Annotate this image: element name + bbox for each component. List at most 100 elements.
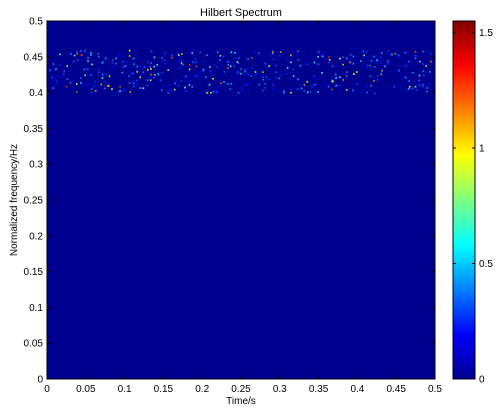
spectrum-point	[68, 53, 71, 56]
spectrum-point	[383, 65, 386, 67]
spectrum-point	[163, 85, 166, 88]
spectrum-point	[63, 70, 65, 72]
spectrum-point	[65, 86, 68, 88]
spectrum-point	[149, 66, 151, 68]
spectrum-point	[395, 76, 397, 79]
spectrum-point	[124, 66, 127, 69]
spectrum-point	[139, 87, 142, 89]
spectrum-point	[335, 84, 338, 87]
spectrum-point	[125, 61, 128, 63]
spectrum-point	[86, 68, 89, 71]
spectrum-point	[381, 69, 383, 72]
spectrum-point	[297, 59, 299, 61]
spectrum-point	[159, 79, 162, 81]
spectrum-point	[245, 84, 247, 86]
spectrum-point	[150, 68, 152, 70]
spectrum-point	[290, 61, 292, 64]
spectrum-point	[174, 82, 177, 84]
spectrum-point	[297, 50, 299, 53]
spectrum-point	[133, 63, 135, 66]
spectrum-point	[145, 80, 148, 82]
spectrum-point	[105, 84, 107, 87]
spectrum-point	[55, 68, 57, 71]
spectrum-point	[339, 57, 341, 60]
spectrum-point	[157, 72, 159, 75]
spectrum-point	[335, 57, 338, 60]
spectrum-point	[381, 52, 383, 54]
y-tick-label: 0.05	[24, 339, 44, 350]
spectrum-point	[275, 71, 277, 73]
spectrum-point	[83, 68, 86, 71]
spectrum-point	[156, 64, 158, 66]
spectrum-point	[271, 53, 274, 55]
y-axis-ticks: 0 0.05 0.1 0.15 0.2 0.25 0.3 0.35 0.4 0.45 0.5	[24, 17, 435, 386]
spectrum-point	[265, 67, 267, 69]
spectrum-point	[297, 78, 299, 81]
spectrum-point	[181, 53, 183, 55]
spectrum-point	[234, 57, 237, 59]
spectrum-point	[321, 55, 324, 58]
spectrum-point	[52, 87, 55, 89]
spectrum-point	[236, 61, 239, 63]
spectrum-point	[341, 77, 344, 80]
spectrum-point	[397, 54, 400, 56]
spectrum-point	[62, 72, 65, 75]
spectrum-point	[59, 75, 61, 77]
spectrum-point	[150, 73, 152, 76]
spectrum-point	[412, 73, 414, 75]
y-axis-label: Normalized frequency/Hz	[9, 144, 20, 256]
y-tick-label: 0.35	[24, 124, 44, 135]
spectrum-point	[177, 54, 180, 56]
spectrum-point	[238, 57, 240, 59]
spectrum-point	[293, 51, 295, 53]
spectrum-point	[262, 71, 264, 73]
spectrum-point	[73, 87, 76, 90]
spectrum-point	[292, 79, 295, 82]
spectrum-point	[209, 71, 212, 73]
spectrum-point	[58, 64, 61, 66]
spectrum-point	[324, 57, 327, 60]
spectrum-point	[188, 84, 191, 86]
spectrum-point	[210, 92, 212, 94]
spectrum-point	[146, 84, 149, 87]
spectrum-point	[119, 86, 121, 88]
spectrum-point	[421, 83, 424, 86]
spectrum-point	[359, 91, 362, 93]
spectrum-point	[419, 86, 421, 89]
spectrum-point	[206, 54, 208, 57]
spectrum-point	[407, 87, 410, 90]
spectrum-point	[415, 59, 417, 61]
spectrum-point	[374, 92, 376, 95]
spectrum-point	[119, 90, 121, 92]
spectrum-point	[160, 66, 162, 68]
spectrum-point	[418, 83, 420, 86]
colorbar-ticks: 0 0.5 1 1.5	[453, 28, 493, 386]
spectrum-point	[146, 79, 149, 81]
spectrum-point	[245, 81, 247, 84]
spectrum-point	[72, 60, 75, 63]
spectrum-point	[135, 69, 138, 72]
spectrum-point	[80, 54, 83, 56]
spectrum-point	[194, 76, 197, 78]
spectrum-point	[100, 83, 103, 86]
spectrum-point	[51, 76, 54, 79]
x-tick-label: 0	[44, 384, 50, 395]
spectrum-point	[76, 59, 79, 62]
spectrum-point	[422, 70, 425, 72]
spectrum-point	[55, 80, 58, 83]
spectrum-point	[174, 83, 176, 85]
spectrum-point	[310, 65, 312, 68]
spectrum-point	[219, 55, 222, 57]
spectrum-point	[111, 61, 114, 64]
spectrum-point	[331, 79, 333, 82]
spectrum-point	[258, 83, 260, 86]
spectrum-point	[237, 70, 240, 73]
spectrum-point	[122, 88, 125, 91]
chart-title: Hilbert Spectrum	[200, 7, 282, 19]
spectrum-point	[307, 91, 309, 94]
spectrum-point	[212, 78, 214, 80]
spectrum-point	[272, 88, 275, 91]
spectrum-point	[387, 59, 389, 62]
spectrum-point	[360, 60, 362, 62]
spectrum-point	[363, 64, 366, 67]
